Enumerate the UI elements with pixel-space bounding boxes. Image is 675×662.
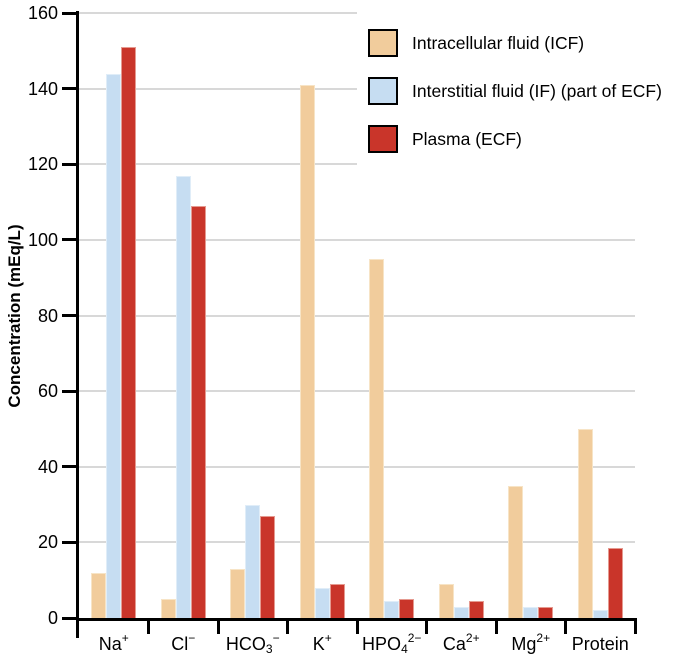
legend-label-if: Interstitial fluid (IF) (part of ECF) [412, 80, 662, 101]
bar [438, 583, 454, 618]
legend-label-icf: Intracellular fluid (ICF) [412, 32, 585, 53]
x-axis-tick [355, 620, 359, 634]
bar-group [149, 175, 219, 618]
icf-color-swatch-icon [368, 29, 398, 57]
bar [230, 568, 246, 618]
bar [399, 599, 415, 618]
y-axis-tick-label: 40 [37, 456, 58, 477]
x-axis-category-label: Na+ [98, 631, 129, 654]
bar [314, 587, 330, 618]
x-axis-tick [494, 620, 498, 634]
legend: Intracellular fluid (ICF) Interstitial f… [357, 0, 675, 176]
bar [245, 504, 261, 618]
bar [106, 73, 122, 618]
bar [508, 485, 524, 618]
bar [121, 47, 137, 618]
if-color-swatch-icon [368, 77, 398, 105]
x-axis-tick [425, 620, 428, 634]
plasma-color-swatch-icon [368, 125, 398, 153]
gridline [79, 465, 635, 468]
legend-item-plasma: Plasma (ECF) [368, 125, 675, 153]
x-axis-tick [216, 620, 220, 634]
bar [453, 606, 469, 618]
x-axis-category-label: K+ [312, 631, 332, 654]
y-axis-tick [62, 11, 76, 15]
bar-group [218, 504, 288, 618]
bar [468, 600, 484, 618]
bar [369, 258, 385, 618]
y-axis-tick [62, 616, 76, 620]
legend-item-if: Interstitial fluid (IF) (part of ECF) [368, 77, 675, 105]
y-axis-tick-label: 100 [27, 229, 58, 250]
y-axis-tick-label: 60 [37, 381, 58, 402]
x-axis-tick [286, 620, 289, 634]
y-axis-line [76, 11, 79, 638]
bar [538, 606, 554, 618]
bar-group [357, 258, 427, 618]
gridline [79, 314, 635, 317]
bar [329, 583, 345, 618]
bar-group [566, 428, 636, 618]
x-axis-category-label: Ca2+ [442, 631, 480, 654]
x-axis-category-label: Cl− [171, 631, 196, 654]
x-axis-tick [564, 620, 567, 634]
y-axis-tick [62, 465, 76, 469]
legend-item-icf: Intracellular fluid (ICF) [368, 29, 675, 57]
y-axis-tick-label: 140 [27, 78, 58, 99]
bar [190, 205, 206, 618]
y-axis-tick [62, 87, 76, 91]
y-axis-tick [62, 540, 76, 544]
x-axis-category-label: HCO3− [225, 631, 280, 656]
x-axis-tick [147, 620, 150, 634]
gridline [79, 390, 635, 393]
plot-area [79, 12, 636, 618]
x-axis-category-label: Mg2+ [511, 631, 551, 654]
gridline [79, 238, 635, 241]
gridline [79, 541, 635, 544]
y-axis-tick [62, 238, 76, 242]
x-axis-tick [633, 620, 637, 634]
y-axis-tick-label: 120 [27, 154, 58, 175]
bar [260, 515, 276, 618]
x-axis-category-label: HPO42− [362, 631, 422, 656]
y-axis-tick-label: 80 [37, 305, 58, 326]
bar [384, 600, 400, 618]
y-axis-tick [62, 162, 76, 166]
y-axis-tick [62, 389, 76, 393]
bar [592, 610, 608, 618]
y-axis-tick [62, 314, 76, 317]
bar [175, 175, 191, 618]
bar-group [79, 47, 149, 618]
bar [91, 572, 107, 618]
bar [160, 599, 176, 618]
y-axis-tick-label: 20 [37, 532, 58, 553]
x-axis-category-label: Protein [571, 634, 629, 654]
bar [299, 84, 315, 618]
y-axis-tick-label: 160 [27, 3, 58, 23]
legend-label-plasma: Plasma (ECF) [412, 128, 522, 149]
bar-group [288, 84, 358, 618]
bar-group [496, 485, 566, 618]
bar [523, 606, 539, 618]
bar-group [427, 583, 497, 618]
y-axis-tick-label: 0 [47, 608, 58, 628]
x-axis-line [76, 618, 637, 621]
bar [577, 428, 593, 618]
bar [607, 548, 623, 618]
